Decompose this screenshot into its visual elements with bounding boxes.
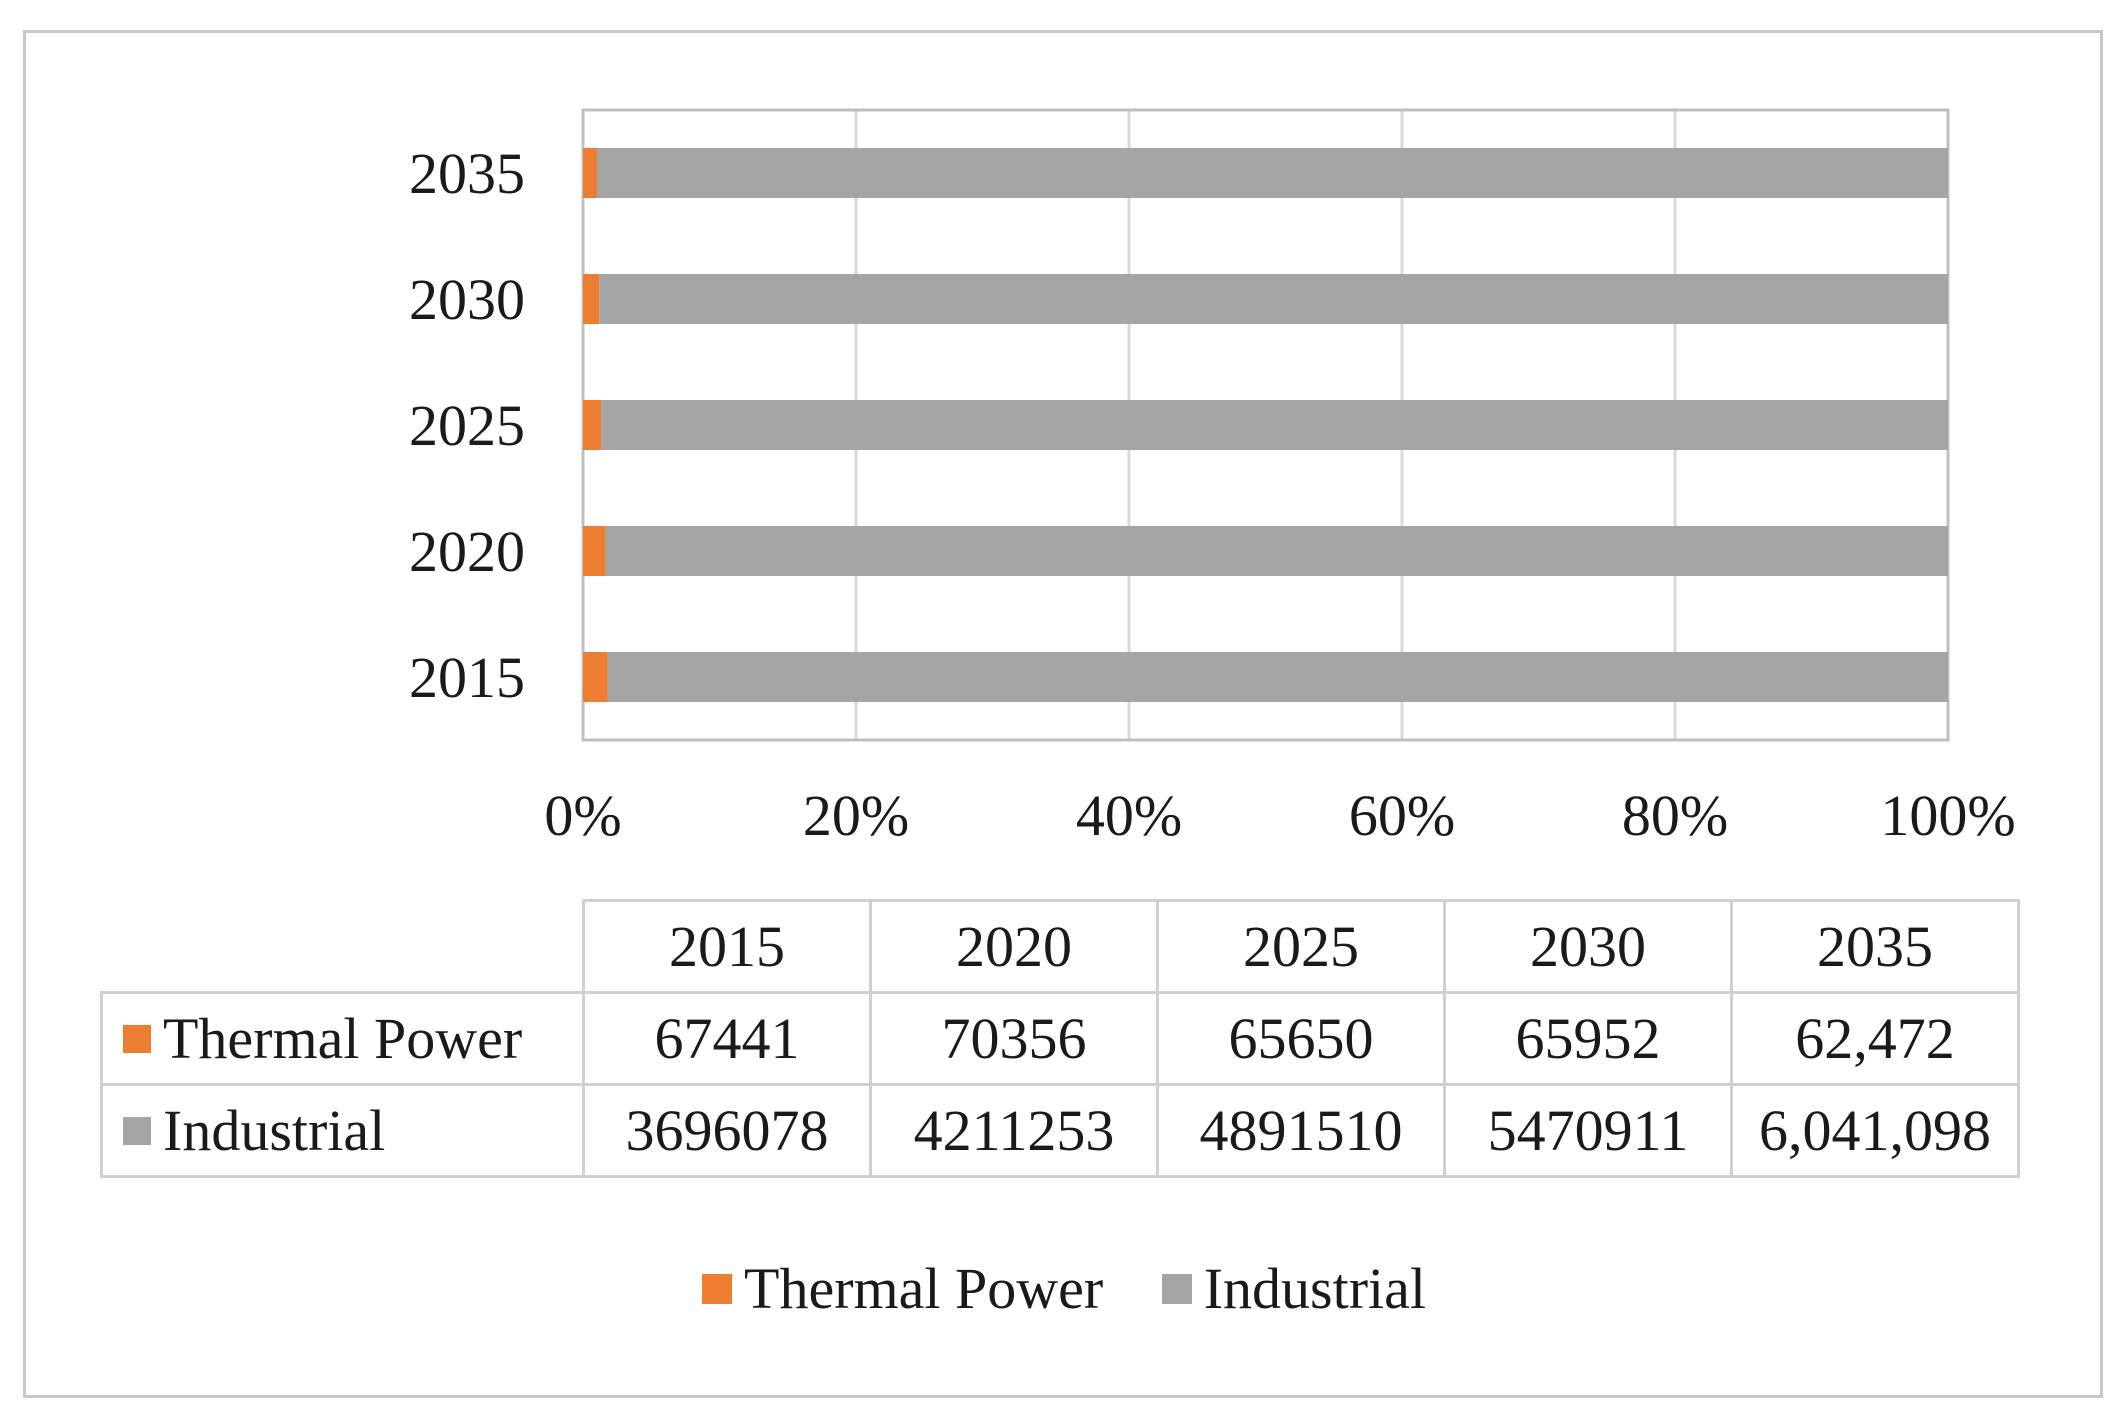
legend: Thermal Power Industrial: [0, 1255, 2128, 1322]
x-tick-label: 0%: [544, 783, 621, 848]
table-cell: 5470911: [1443, 1083, 1733, 1178]
table-cell: 4211253: [869, 1083, 1159, 1178]
table-cell: 6,041,098: [1730, 1083, 2020, 1178]
table-cell: 70356: [869, 991, 1159, 1086]
bar-industrial: [605, 526, 1948, 576]
table-header-cell: 2035: [1730, 899, 2020, 994]
y-tick-label: 2035: [409, 141, 525, 206]
legend-label: Thermal Power: [744, 1256, 1104, 1321]
legend-item-industrial: Industrial: [1161, 1255, 1426, 1322]
bar-industrial: [607, 652, 1948, 702]
data-table: 2015 2020 2025 2030 2035 Thermal Power 6…: [100, 899, 2020, 1178]
table-row-thermal-power: Thermal Power 67441 70356 65650 65952 62…: [100, 991, 2020, 1086]
table-header-cell: 2030: [1443, 899, 1733, 994]
legend-label: Industrial: [1203, 1256, 1426, 1321]
table-row-label-text: Industrial: [163, 1098, 386, 1163]
bar-thermal-power: [583, 652, 608, 702]
table-cell: 67441: [582, 991, 872, 1086]
bar-industrial: [596, 148, 1948, 198]
bar-industrial: [601, 400, 1948, 450]
x-tick-label: 60%: [1349, 783, 1455, 848]
x-tick-label: 100%: [1880, 783, 2015, 848]
x-tick-label: 80%: [1622, 783, 1728, 848]
bar-thermal-power: [583, 148, 597, 198]
y-tick-label: 2030: [409, 267, 525, 332]
bar-industrial: [599, 274, 1949, 324]
table-row-label: Industrial: [100, 1083, 585, 1178]
table-corner: [101, 900, 585, 994]
industrial-key: [123, 1116, 151, 1145]
table-row-label-text: Thermal Power: [163, 1006, 523, 1071]
x-tick-label: 40%: [1076, 783, 1182, 848]
thermal-power-key: [123, 1024, 151, 1053]
legend-swatch: [1161, 1273, 1192, 1304]
table-header-cell: 2025: [1156, 899, 1446, 994]
table-cell: 4891510: [1156, 1083, 1446, 1178]
table-row-label: Thermal Power: [100, 991, 585, 1086]
x-tick-label: 20%: [803, 783, 909, 848]
table-header-row: 2015 2020 2025 2030 2035: [101, 899, 2020, 994]
table-header-cell: 2015: [582, 899, 872, 994]
table-cell: 65650: [1156, 991, 1446, 1086]
table-row-industrial: Industrial 3696078 4211253 4891510 54709…: [100, 1083, 2020, 1178]
bar-thermal-power: [583, 274, 600, 324]
table-header-cell: 2020: [869, 899, 1159, 994]
legend-swatch: [702, 1273, 733, 1304]
table-cell: 65952: [1443, 991, 1733, 1086]
table-cell: 62,472: [1730, 991, 2020, 1086]
table-cell: 3696078: [582, 1083, 872, 1178]
bar-thermal-power: [583, 400, 602, 450]
legend-item-thermal-power: Thermal Power: [702, 1255, 1103, 1322]
bar-thermal-power: [583, 526, 606, 576]
y-tick-label: 2020: [409, 519, 525, 584]
y-tick-label: 2025: [409, 393, 525, 458]
y-tick-label: 2015: [409, 645, 525, 710]
